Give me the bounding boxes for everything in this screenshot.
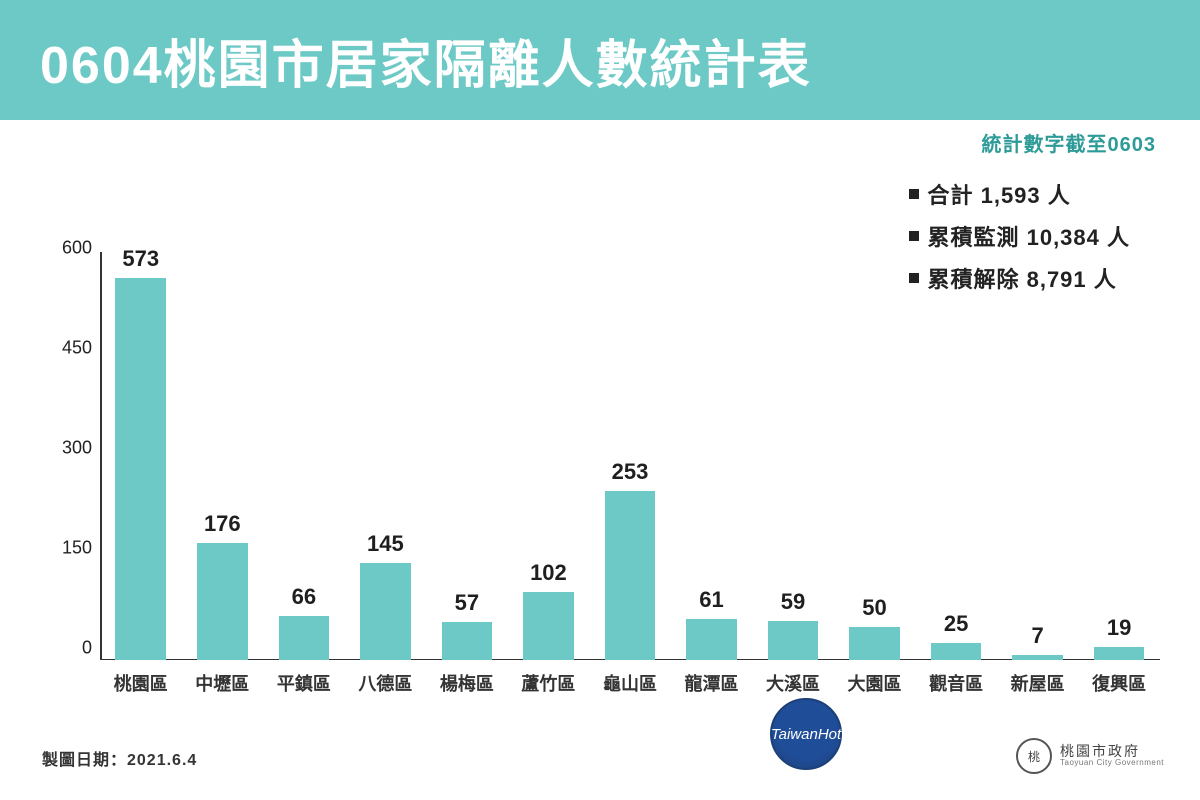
bar [360,563,411,660]
legend-label: 累積監測 10,384 人 [927,220,1130,252]
bar-slot: 573 [100,246,182,660]
x-tick-label: 龍潭區 [671,664,753,696]
bar-slot: 253 [589,459,671,660]
x-tick-label: 八德區 [345,664,427,696]
bar-value-label: 25 [944,611,968,637]
bar-slot: 50 [834,595,916,660]
bar [849,627,900,660]
bar [279,616,330,660]
bar-slot: 19 [1078,615,1160,660]
page-title: 0604桃園市居家隔離人數統計表 [40,23,1160,98]
bars-container: 573176661455710225361595025719 [100,260,1160,660]
y-tick-label: 450 [62,338,92,359]
x-tick-label: 復興區 [1078,664,1160,696]
bar-slot: 102 [508,560,590,660]
bar [197,543,248,660]
bar-value-label: 50 [862,595,886,621]
legend-item-total: 合計 1,593 人 [909,178,1130,210]
bar-slot: 25 [915,611,997,660]
footer-date: 製圖日期：2021.6.4 [42,746,197,770]
bar-value-label: 102 [530,560,567,586]
x-tick-label: 大園區 [834,664,916,696]
bar-value-label: 57 [455,590,479,616]
bar-value-label: 145 [367,531,404,557]
y-axis: 0150300450600 [40,260,96,660]
header-bar: 0604桃園市居家隔離人數統計表 [0,0,1200,120]
bar-slot: 7 [997,623,1079,660]
bar-value-label: 176 [204,511,241,537]
bar [686,619,737,660]
watermark-logo: TaiwanHot [770,698,842,770]
y-tick-label: 600 [62,238,92,259]
gov-name: 桃園市政府 Taoyuan City Government [1060,744,1164,768]
bar-slot: 59 [752,589,834,660]
x-tick-label: 蘆竹區 [508,664,590,696]
gov-seal-icon: 桃 [1016,738,1052,774]
bar [931,643,982,660]
gov-name-en: Taoyuan City Government [1060,759,1164,768]
bar-value-label: 7 [1031,623,1043,649]
square-bullet-icon [909,189,919,199]
bar-slot: 57 [426,590,508,660]
subtitle: 統計數字截至0603 [982,128,1157,157]
page: 0604桃園市居家隔離人數統計表 統計數字截至0603 合計 1,593 人 累… [0,0,1200,800]
bar-value-label: 66 [292,584,316,610]
gov-name-cn: 桃園市政府 [1060,744,1164,759]
bar [768,621,819,660]
watermark-text: TaiwanHot [771,726,841,743]
x-tick-label: 大溪區 [752,664,834,696]
bar-slot: 176 [182,511,264,660]
y-tick-label: 150 [62,538,92,559]
x-tick-label: 楊梅區 [426,664,508,696]
bar [605,491,656,660]
legend-label: 合計 1,593 人 [927,178,1070,210]
bar-value-label: 19 [1107,615,1131,641]
plot-area: 573176661455710225361595025719 [100,260,1160,660]
square-bullet-icon [909,231,919,241]
bar-slot: 145 [345,531,427,660]
bar [1094,647,1145,660]
x-tick-label: 桃園區 [100,664,182,696]
bar-value-label: 61 [699,587,723,613]
bar-value-label: 59 [781,589,805,615]
x-tick-label: 龜山區 [589,664,671,696]
bar [1012,655,1063,660]
x-tick-label: 新屋區 [997,664,1079,696]
x-axis-labels: 桃園區中壢區平鎮區八德區楊梅區蘆竹區龜山區龍潭區大溪區大園區觀音區新屋區復興區 [100,664,1160,696]
y-tick-label: 300 [62,438,92,459]
bar-chart: 0150300450600 57317666145571022536159502… [40,260,1160,700]
gov-logo: 桃 桃園市政府 Taoyuan City Government [1016,738,1164,774]
bar-slot: 66 [263,584,345,660]
x-tick-label: 平鎮區 [263,664,345,696]
bar [442,622,493,660]
x-tick-label: 觀音區 [915,664,997,696]
legend-item-monitored: 累積監測 10,384 人 [909,220,1130,252]
y-tick-label: 0 [82,638,92,659]
bar-value-label: 573 [122,246,159,272]
bar-value-label: 253 [612,459,649,485]
bar [523,592,574,660]
bar [115,278,166,660]
bar-slot: 61 [671,587,753,660]
x-tick-label: 中壢區 [182,664,264,696]
